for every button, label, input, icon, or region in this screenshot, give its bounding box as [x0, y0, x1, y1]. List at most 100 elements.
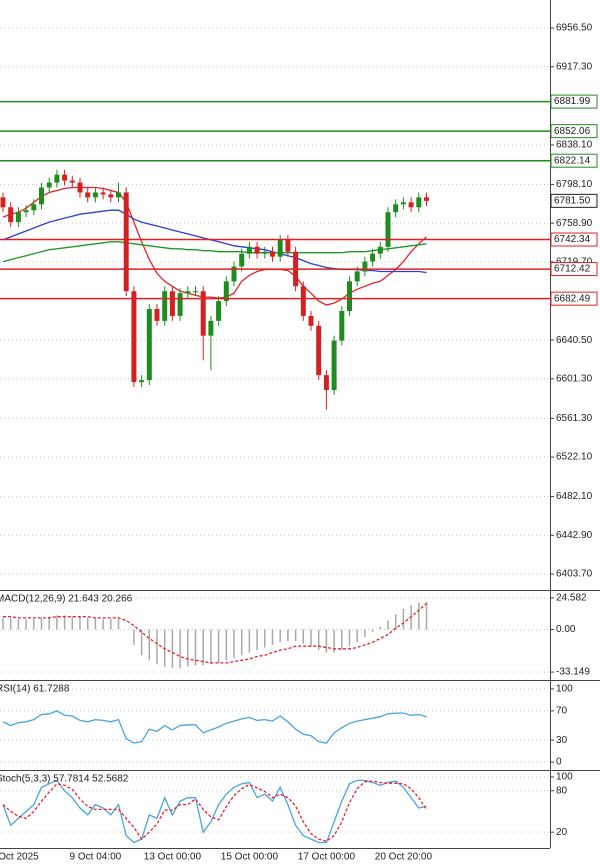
- level-label: 6682.49: [554, 293, 591, 304]
- candle-body: [39, 187, 44, 205]
- candle-body: [316, 325, 322, 376]
- y-tick-label: 6640.50: [556, 335, 593, 346]
- signal-line: [3, 603, 427, 664]
- y-tick-label: 6522.10: [556, 452, 593, 463]
- y-tick-label: 6956.50: [556, 23, 593, 34]
- y-tick-label: 6601.30: [556, 373, 593, 384]
- candle-body: [31, 204, 37, 211]
- candle-body: [393, 204, 399, 213]
- panel: [0, 776, 550, 844]
- candle-body: [108, 194, 114, 198]
- level-label: 6822.14: [554, 155, 591, 166]
- panel: [0, 27, 550, 575]
- candle-body: [185, 291, 191, 294]
- y-tick-label: 0.00: [556, 624, 576, 635]
- y-tick-label: 100: [556, 684, 573, 695]
- candle-body: [400, 202, 406, 205]
- candle-body: [262, 251, 268, 254]
- indicator-label: MACD(12,26,9) 21.643 20.266: [0, 594, 133, 605]
- moving-average: [2, 186, 427, 306]
- x-tick-label: 20 Oct 20:00: [375, 852, 433, 863]
- level-label: 6712.42: [554, 264, 591, 275]
- candle-body: [8, 207, 14, 223]
- candle-body: [154, 309, 160, 321]
- candle-body: [424, 197, 429, 201]
- level-label-box: [550, 94, 598, 109]
- level-label-box: [550, 124, 598, 139]
- candle-body: [216, 301, 222, 321]
- level-label: 6852.06: [554, 126, 591, 137]
- candle-body: [193, 291, 198, 293]
- x-tick-label: Oct 2025: [0, 852, 39, 863]
- indicator-line: [2, 710, 427, 744]
- candle-body: [300, 286, 306, 316]
- moving-average: [2, 241, 427, 263]
- candle-body: [362, 261, 368, 272]
- candle-body: [169, 291, 175, 316]
- last-price-label: 6781.50: [554, 195, 591, 206]
- indicator-line: [2, 779, 427, 844]
- panel: [0, 597, 550, 673]
- panel: [0, 688, 550, 763]
- candle-body: [270, 251, 275, 257]
- candle-body: [231, 266, 237, 282]
- y-tick-label: 24.582: [556, 593, 587, 604]
- level-label: 6742.34: [554, 234, 591, 245]
- candle-body: [92, 192, 98, 198]
- candle-body: [416, 197, 422, 208]
- y-tick-label: 20: [556, 827, 568, 838]
- candle-body: [354, 271, 360, 282]
- level-label-box: [550, 153, 598, 168]
- candle-body: [0, 197, 6, 208]
- y-tick-label: 6798.10: [556, 179, 593, 190]
- indicator-label: RSI(14) 61.7288: [0, 684, 70, 695]
- x-tick-label: 13 Oct 00:00: [144, 852, 202, 863]
- candle-body: [277, 239, 283, 257]
- candle-body: [23, 210, 29, 213]
- y-tick-label: 80: [556, 785, 568, 796]
- candle-body: [370, 253, 376, 262]
- candle-body: [377, 246, 383, 254]
- candle-body: [15, 212, 21, 223]
- x-tick-label: 17 Oct 00:00: [298, 852, 356, 863]
- y-tick-label: 100: [556, 772, 573, 783]
- candle-body: [208, 320, 214, 336]
- last-price-box: [550, 193, 598, 208]
- candle-body: [285, 239, 291, 252]
- y-tick-label: 6482.10: [556, 491, 593, 502]
- candle-body: [69, 180, 75, 183]
- indicator-label: Stoch(5,3,3) 57.7814 52.5682: [0, 774, 129, 785]
- candle-body: [77, 182, 83, 193]
- level-label-box: [550, 291, 598, 306]
- candle-body: [246, 246, 252, 254]
- candle-body: [339, 310, 345, 341]
- candle-body: [254, 246, 260, 254]
- candle-body: [223, 281, 229, 302]
- y-tick-label: 70: [556, 706, 568, 717]
- x-tick-label: 9 Oct 04:00: [70, 852, 122, 863]
- candle-body: [85, 192, 91, 198]
- y-tick-label: 6917.30: [556, 61, 593, 72]
- candle-body: [347, 281, 352, 311]
- y-tick-label: 6838.10: [556, 140, 593, 151]
- level-label-box: [550, 262, 598, 277]
- y-tick-label: 6442.90: [556, 530, 593, 541]
- candle-body: [239, 253, 245, 267]
- y-tick-label: 6561.30: [556, 413, 593, 424]
- indicator-line: [2, 780, 428, 842]
- candle-body: [408, 202, 414, 208]
- y-tick-label: 0: [556, 757, 562, 768]
- x-tick-label: 15 Oct 00:00: [221, 852, 279, 863]
- candle-body: [323, 375, 329, 390]
- y-tick-label: 6403.70: [556, 569, 593, 580]
- y-tick-label: 30: [556, 735, 568, 746]
- candle-body: [100, 192, 106, 195]
- candle-body: [62, 174, 68, 181]
- candle-body: [54, 174, 60, 183]
- level-label: 6881.99: [554, 96, 591, 107]
- candle-body: [200, 291, 206, 336]
- candle-body: [123, 192, 129, 292]
